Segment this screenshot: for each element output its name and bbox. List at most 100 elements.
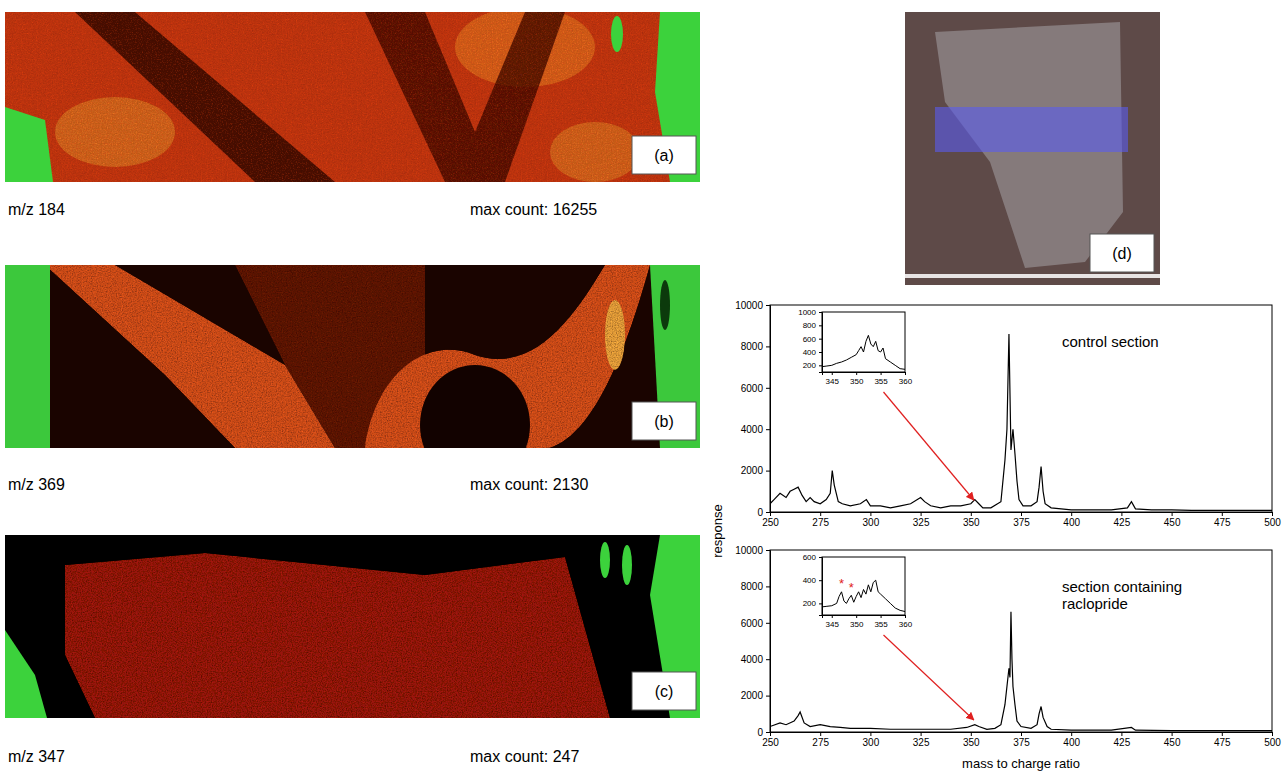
tick: 10000 bbox=[735, 300, 770, 311]
spectrum-plot: 2502753003253503754004254504755000200040… bbox=[735, 300, 1281, 528]
tick-label: 500 bbox=[1264, 737, 1281, 748]
y-axis: 0200040006000800010000 bbox=[735, 300, 770, 518]
tick-mark bbox=[1121, 512, 1122, 516]
tick: 0 bbox=[757, 507, 770, 518]
tick-label: 425 bbox=[1114, 517, 1131, 528]
tick-mark bbox=[1272, 512, 1273, 516]
inset-arrow bbox=[884, 635, 974, 720]
tick: 355 bbox=[874, 372, 888, 386]
axis-line bbox=[766, 306, 771, 513]
panel-label-box bbox=[632, 672, 696, 710]
x-axis-title: mass to charge ratio bbox=[962, 756, 1080, 771]
plot-label: section containingraclopride bbox=[1062, 578, 1182, 612]
tick: 375 bbox=[1013, 512, 1030, 528]
scan-area bbox=[935, 107, 1128, 152]
tick-label: 450 bbox=[1164, 517, 1181, 528]
tick-label: 6000 bbox=[741, 618, 764, 629]
annotation-marker: * bbox=[839, 576, 844, 591]
tick: 345 bbox=[826, 372, 840, 386]
tick-label: 4000 bbox=[741, 654, 764, 665]
tick: 500 bbox=[1264, 512, 1281, 528]
image-ground bbox=[5, 12, 700, 182]
tick: 475 bbox=[1214, 732, 1231, 748]
tick: 375 bbox=[1013, 732, 1030, 748]
tick: 425 bbox=[1114, 732, 1131, 748]
tick-label: 10000 bbox=[735, 545, 763, 556]
panel-label: (a) bbox=[654, 147, 674, 164]
tick: 8000 bbox=[741, 581, 770, 592]
tick: 250 bbox=[762, 512, 779, 528]
tick-mark bbox=[881, 372, 882, 375]
tick-mark bbox=[1071, 512, 1072, 516]
tick-label: 400 bbox=[1063, 517, 1080, 528]
tick-label: 360 bbox=[899, 620, 913, 629]
plot-frame bbox=[822, 312, 905, 372]
tick-mark bbox=[881, 615, 882, 618]
signal bbox=[5, 12, 700, 182]
tick: 10000 bbox=[735, 545, 770, 556]
tick-label: 475 bbox=[1214, 737, 1231, 748]
tick-label: 325 bbox=[913, 737, 930, 748]
tick: 4000 bbox=[741, 654, 770, 665]
image-ground bbox=[5, 535, 700, 718]
tick-mark bbox=[819, 557, 822, 558]
tick: 350 bbox=[963, 512, 980, 528]
max-count: max count: 2130 bbox=[470, 476, 588, 493]
max-count: max count: 247 bbox=[470, 748, 580, 765]
figure: (a)m/z 184max count: 16255(b)m/z 369max … bbox=[0, 0, 1287, 777]
panel-label-box bbox=[632, 402, 696, 440]
background-region bbox=[5, 265, 50, 448]
low-signal bbox=[420, 365, 530, 448]
tick-mark bbox=[819, 352, 822, 353]
tick: 350 bbox=[963, 732, 980, 748]
tick: 450 bbox=[1164, 732, 1181, 748]
panel-label-box bbox=[632, 136, 696, 174]
tick-label: 1000 bbox=[798, 308, 816, 317]
tick-mark bbox=[921, 512, 922, 516]
tick-label: 345 bbox=[826, 377, 840, 386]
tick-mark bbox=[971, 512, 972, 516]
tick-label: 2000 bbox=[741, 690, 764, 701]
tick-label: 275 bbox=[812, 517, 829, 528]
slide-edge bbox=[905, 274, 1160, 278]
photo-panel: (d) bbox=[905, 12, 1160, 285]
tick-label: 4000 bbox=[741, 424, 764, 435]
tick-mark bbox=[819, 339, 822, 340]
tick-mark bbox=[1172, 732, 1173, 736]
tick: 1000 bbox=[798, 308, 822, 317]
x-axis: 345350355360 bbox=[823, 372, 913, 386]
tick-mark bbox=[1021, 512, 1022, 516]
low-signal bbox=[75, 12, 335, 182]
tick: 600 bbox=[803, 553, 822, 562]
tick-label: 475 bbox=[1214, 517, 1231, 528]
signal bbox=[65, 553, 610, 718]
axis-line bbox=[766, 551, 771, 733]
tick-mark bbox=[832, 372, 833, 375]
tick-label: 8000 bbox=[741, 581, 764, 592]
max-count: max count: 16255 bbox=[470, 201, 597, 218]
y-axis: 2004006008001000 bbox=[798, 308, 822, 372]
tick-mark bbox=[1272, 732, 1273, 736]
tick-label: 0 bbox=[757, 507, 763, 518]
tick-mark bbox=[766, 623, 770, 624]
plot-frame bbox=[770, 550, 1272, 732]
tick-mark bbox=[1071, 732, 1072, 736]
tick-label: 355 bbox=[874, 620, 888, 629]
tick: 8000 bbox=[741, 341, 770, 352]
inset-plot: 3453503553602004006008001000 bbox=[798, 308, 913, 386]
background-region bbox=[5, 630, 47, 718]
tick-mark bbox=[766, 388, 770, 389]
tick-mark bbox=[1121, 732, 1122, 736]
tick-label: 6000 bbox=[741, 383, 764, 394]
tick-label: 400 bbox=[803, 348, 817, 357]
plot-frame bbox=[770, 305, 1272, 512]
spectrum-line bbox=[770, 334, 1272, 510]
plot-area bbox=[770, 612, 1272, 731]
signal bbox=[55, 97, 175, 167]
tick-label: 450 bbox=[1164, 737, 1181, 748]
tick-mark bbox=[820, 732, 821, 736]
x-axis: 250275300325350375400425450475500 bbox=[762, 512, 1281, 528]
x-axis: 345350355360 bbox=[823, 615, 913, 629]
background-region bbox=[611, 16, 623, 52]
tick-mark bbox=[819, 580, 822, 581]
